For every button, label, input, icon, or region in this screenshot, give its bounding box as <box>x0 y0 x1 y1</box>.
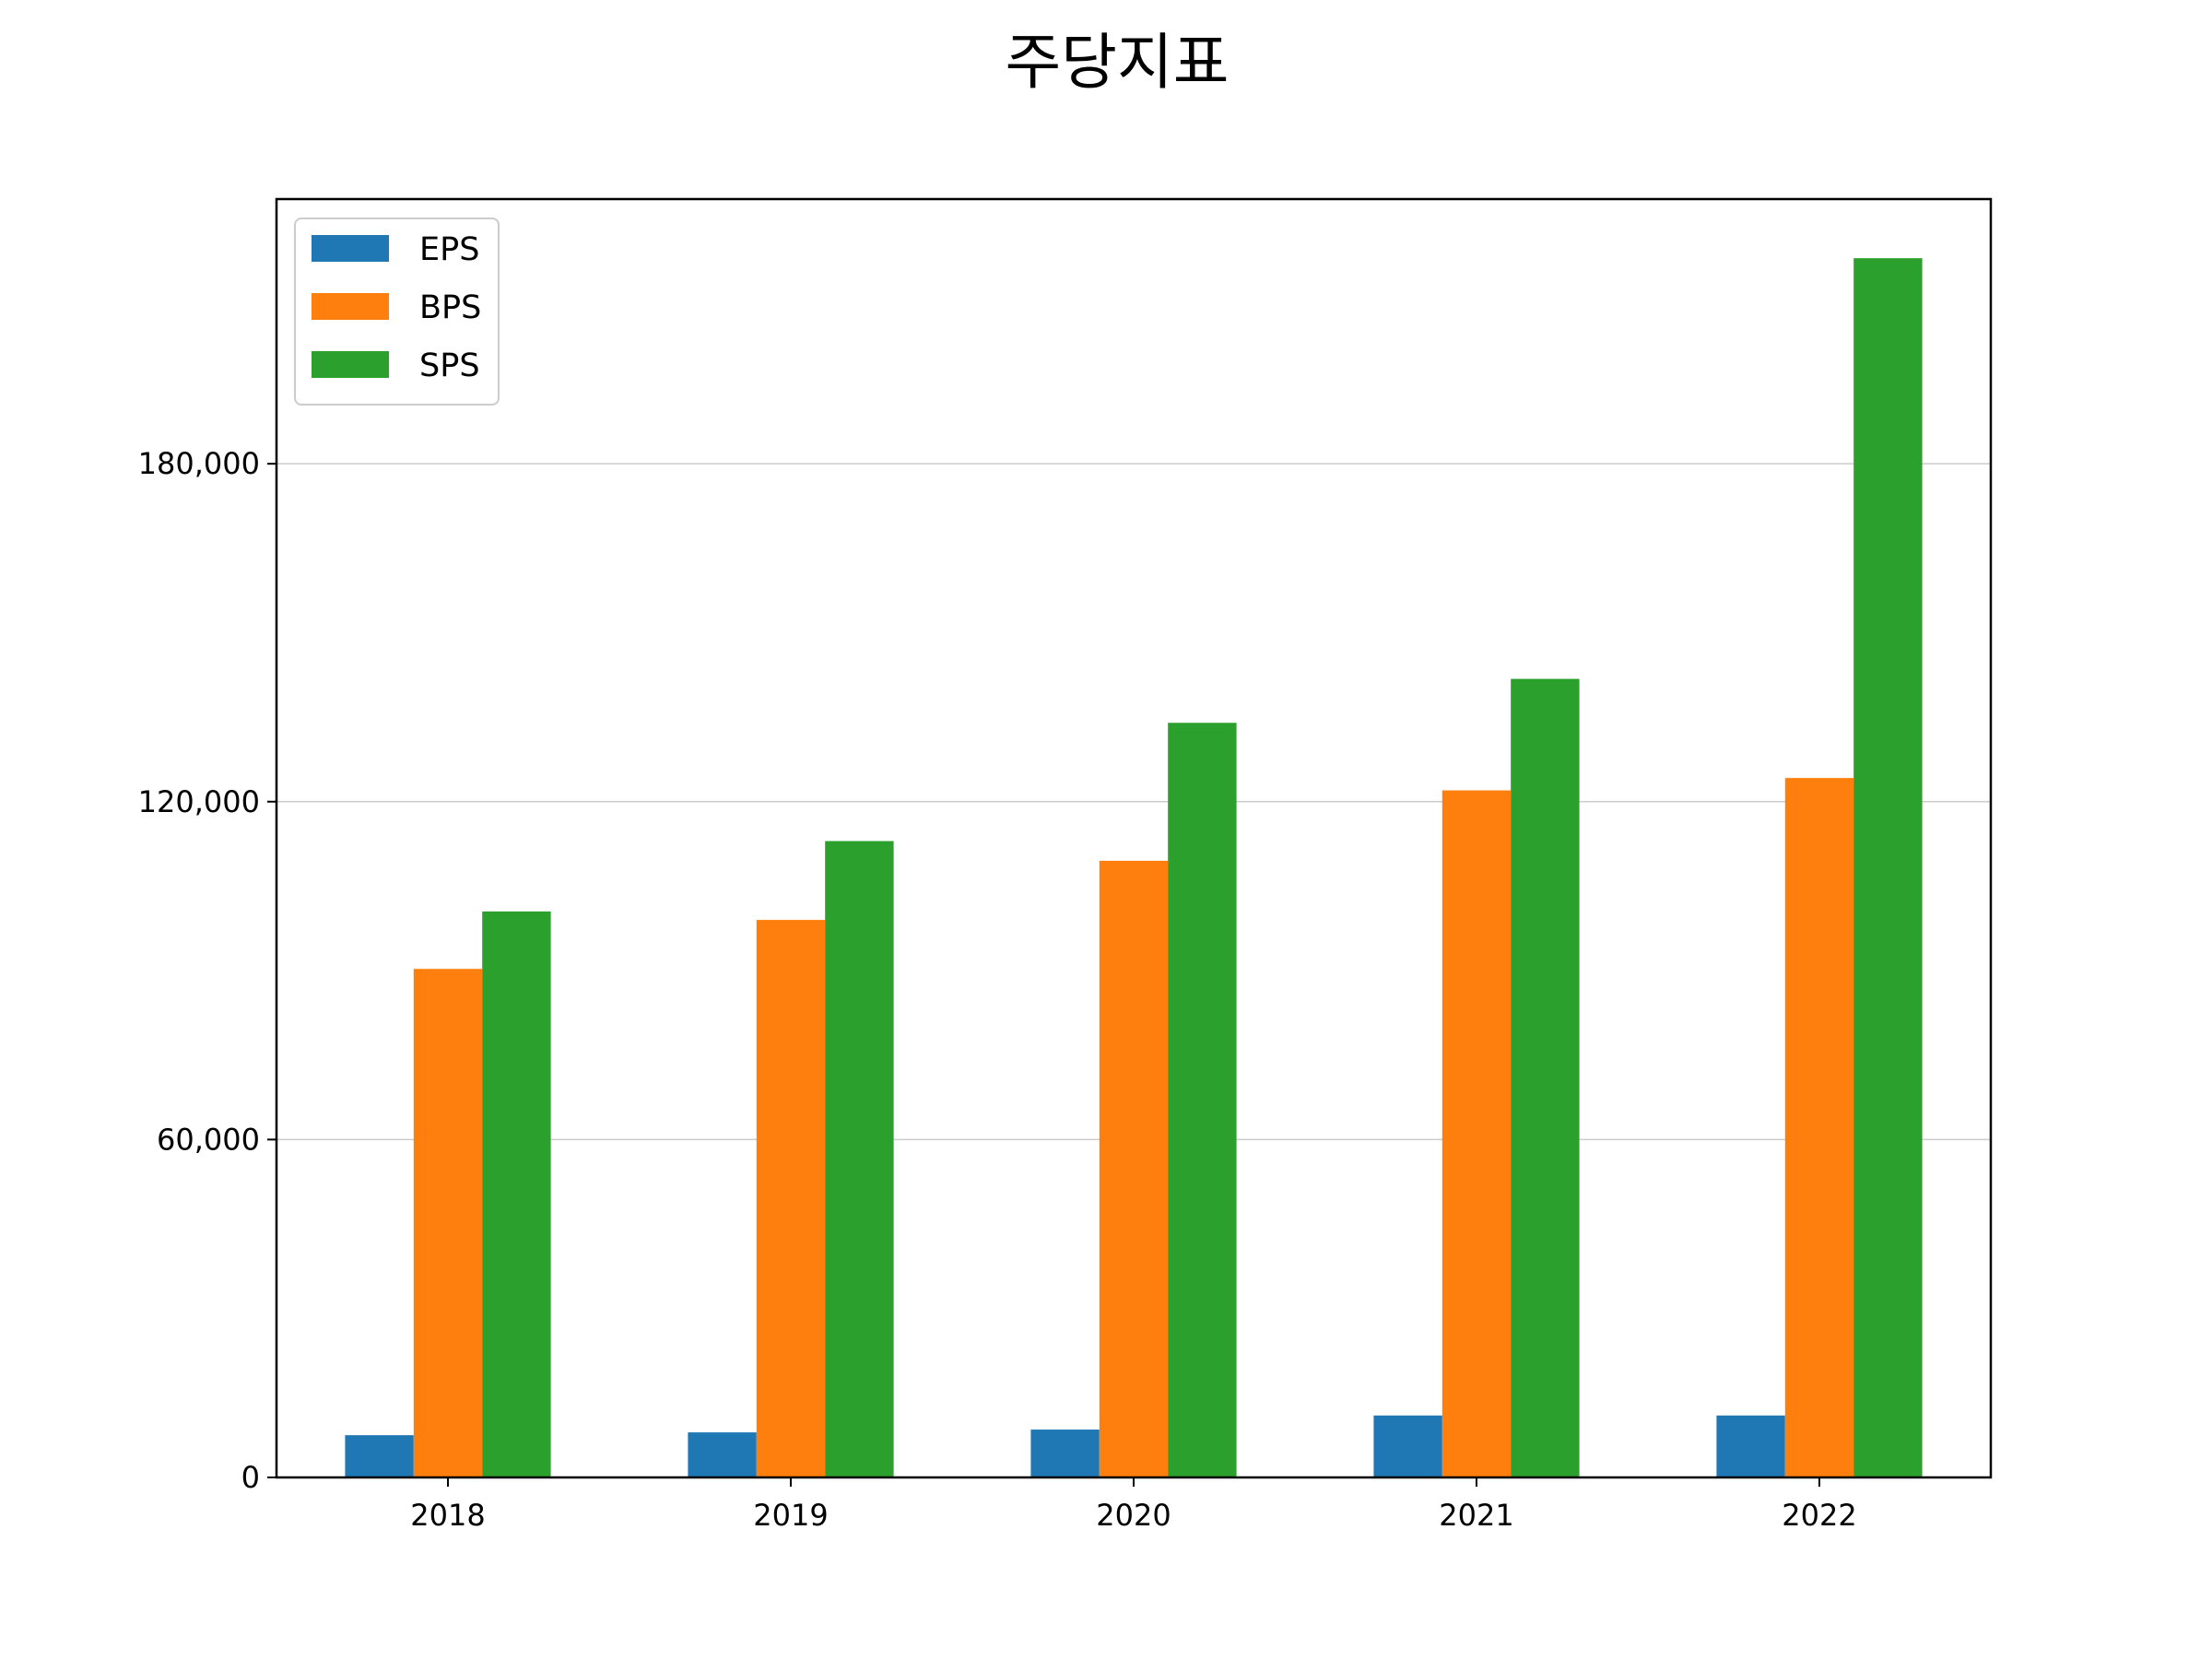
x-tick-label: 2018 <box>410 1498 485 1533</box>
bar-sps-2022 <box>1853 258 1923 1478</box>
bars <box>345 258 1923 1478</box>
bar-eps-2018 <box>345 1435 414 1477</box>
legend-label-eps: EPS <box>419 231 479 268</box>
bar-eps-2020 <box>1030 1430 1100 1477</box>
y-tick-label: 60,000 <box>157 1122 260 1157</box>
x-tick-label: 2022 <box>1782 1498 1856 1533</box>
bar-sps-2018 <box>482 911 551 1477</box>
bar-eps-2021 <box>1373 1415 1442 1477</box>
legend-swatch-eps <box>312 235 389 262</box>
x-tick-label: 2020 <box>1096 1498 1171 1533</box>
bar-bps-2018 <box>413 969 483 1477</box>
bar-eps-2019 <box>688 1432 757 1477</box>
bar-sps-2020 <box>1168 723 1237 1477</box>
bar-bps-2022 <box>1784 778 1854 1477</box>
bar-bps-2019 <box>756 920 826 1477</box>
legend-label-bps: BPS <box>419 289 481 326</box>
bar-eps-2022 <box>1716 1415 1785 1477</box>
bar-sps-2021 <box>1511 678 1580 1477</box>
bar-bps-2020 <box>1099 860 1169 1477</box>
x-axis: 2018 2019 2020 2021 2022 <box>410 1477 1857 1533</box>
x-tick-label: 2019 <box>753 1498 828 1533</box>
bar-bps-2021 <box>1441 790 1512 1477</box>
bar-sps-2019 <box>825 841 894 1477</box>
chart-title: 주당지표 <box>1006 27 1230 98</box>
y-tick-label: 0 <box>241 1460 260 1495</box>
legend: EPS BPS SPS <box>294 218 500 406</box>
legend-swatch-sps <box>312 351 389 378</box>
y-tick-label: 180,000 <box>138 446 260 481</box>
legend-items: EPS BPS SPS <box>312 231 481 384</box>
legend-swatch-bps <box>312 293 389 320</box>
y-tick-label: 120,000 <box>138 784 260 819</box>
legend-label-sps: SPS <box>419 347 480 384</box>
y-axis: 0 60,000 120,000 180,000 <box>138 446 276 1495</box>
x-tick-label: 2021 <box>1439 1498 1513 1533</box>
